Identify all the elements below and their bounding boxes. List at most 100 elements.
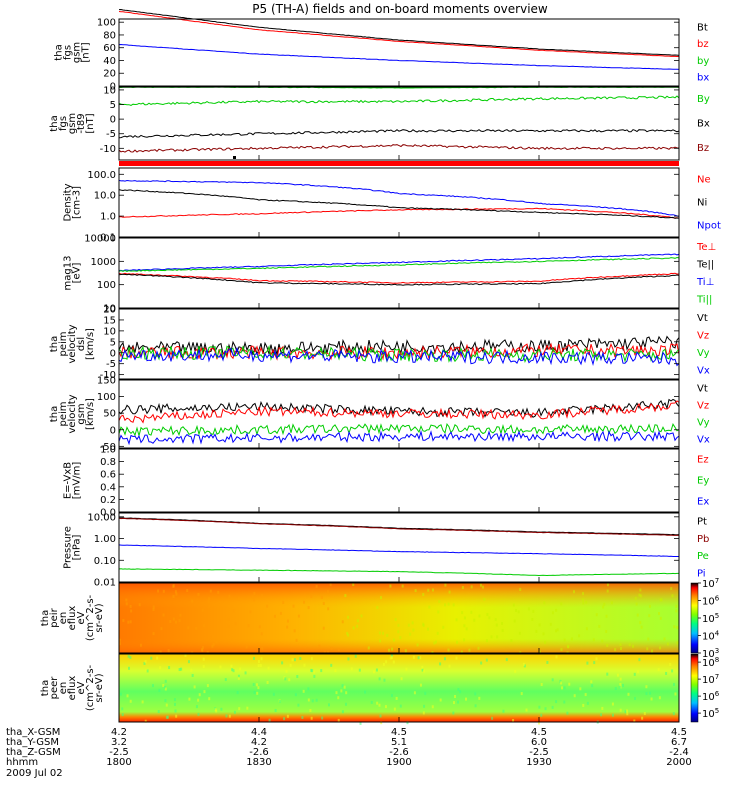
y-tick-label: 150 (97, 376, 116, 387)
spectrogram-cell (660, 598, 663, 602)
spectrogram-cell (139, 643, 142, 647)
spectrogram-cell (228, 714, 231, 718)
spectrogram-cell (157, 589, 160, 593)
spectrogram-cell (544, 707, 547, 711)
spectrogram-cell (327, 607, 330, 611)
spectrogram-cell (152, 607, 155, 611)
colorbar-tick-label: 108 (702, 656, 719, 669)
panel-frame (118, 308, 680, 380)
y-tick-label: 0.01 (94, 578, 116, 589)
y-axis-label: gsm (76, 403, 87, 424)
spectrogram-cell (293, 629, 296, 633)
spectrogram-cell (184, 654, 187, 658)
spectrogram-cell (618, 685, 621, 689)
ephemeris-row-label: hhmm (6, 757, 38, 768)
spectrogram-cell (359, 721, 362, 725)
colorbar-tick-label: 105 (702, 707, 719, 720)
spectrogram-cell (206, 650, 209, 654)
spectrogram-cell (352, 626, 355, 630)
spectrogram-cell (452, 711, 455, 715)
spectrogram-cell (624, 710, 627, 714)
spectrogram-cell (619, 708, 622, 712)
spectrogram-cell (563, 638, 566, 642)
y-tick-label: -10 (100, 370, 116, 381)
spectrogram-cell (350, 667, 353, 671)
y-tick-label: 15 (103, 315, 116, 326)
spectrogram-cell (620, 647, 623, 651)
spectrogram-cell (119, 638, 122, 642)
series-group (119, 398, 679, 446)
ephemeris-value: -2.6 (389, 747, 409, 758)
series-group (119, 517, 679, 577)
spectrogram-cell (543, 601, 546, 605)
spectrogram-cell (322, 626, 325, 630)
spectrogram-cell (335, 691, 338, 695)
spectrogram-cell (179, 613, 182, 617)
series-line-vx (119, 346, 679, 367)
spectrogram-cell (257, 660, 260, 664)
spectrogram-cell (438, 600, 441, 604)
spectrogram-cell (261, 646, 264, 650)
spectrogram-cell (510, 639, 513, 643)
spectrogram-cell (585, 600, 588, 604)
spectrogram-cell (297, 614, 300, 618)
spectrogram-cell (386, 633, 389, 637)
spectrogram-cell (649, 691, 652, 695)
legend-item: Pe (697, 551, 709, 562)
spectrogram-cell (341, 710, 344, 714)
spectrogram-cell (167, 649, 170, 653)
spectrogram-cell (364, 690, 367, 694)
series-line-npot (119, 179, 679, 217)
y-tick-label: 50 (103, 409, 116, 420)
y-tick-label: 10.0 (94, 191, 116, 202)
y-axis-label: Pressure (63, 526, 74, 569)
spectrogram-cell (531, 618, 534, 622)
spectrogram-cell (657, 668, 660, 672)
spectrogram-cell (560, 681, 563, 685)
ephemeris-value: 4.5 (671, 727, 687, 738)
spectrogram-cell (474, 692, 477, 696)
spectrogram-cell (238, 707, 241, 711)
spectrogram-cell (560, 602, 563, 606)
series-group (119, 179, 679, 219)
y-axis-label: -t89 (76, 113, 87, 133)
spectrogram-cell (523, 664, 526, 668)
spectrogram-cell (409, 632, 412, 636)
y-axis-label: [eV] (72, 263, 83, 284)
spectrogram-cell (354, 654, 357, 658)
spectrogram-cell (125, 598, 128, 602)
spectrogram-cell (337, 648, 340, 652)
spectrogram-cell (639, 621, 642, 625)
spectrogram-cell (431, 705, 434, 709)
spectrogram-cell (172, 617, 175, 621)
spectrogram-cell (672, 682, 675, 686)
y-axis-label: [km/s] (85, 328, 96, 360)
spectrogram-cell (478, 696, 481, 700)
spectrogram-cell (551, 678, 554, 682)
spectrogram-cell (540, 713, 543, 717)
date-label: 2009 Jul 02 (6, 768, 63, 779)
y-axis-label: en (58, 682, 69, 695)
spectrogram-cell (191, 599, 194, 603)
spectrogram-cell (592, 638, 595, 642)
spectrogram-cell (286, 625, 289, 629)
spectrogram-cell (173, 702, 176, 706)
spectrogram-cell (605, 629, 608, 633)
y-tick-label: -10 (100, 144, 116, 155)
ephemeris-value: 4.2 (251, 737, 267, 748)
spectrogram-cell (433, 641, 436, 645)
spectrogram-cell (159, 666, 162, 670)
ephemeris-value: 6.0 (531, 737, 547, 748)
y-tick-label: -5 (106, 129, 116, 140)
spectrogram-cell (225, 714, 228, 718)
legend-item: bz (697, 39, 709, 50)
spectrogram-cell (610, 601, 613, 605)
spectrogram-cell (606, 589, 609, 593)
ephemeris-value: 2000 (666, 757, 691, 768)
ephemeris-value: 3.2 (111, 737, 127, 748)
spectrogram-cell (315, 584, 318, 588)
spectrogram-cell (255, 683, 258, 687)
spectrogram-cell (334, 669, 337, 673)
spectrogram-cell (460, 650, 463, 654)
